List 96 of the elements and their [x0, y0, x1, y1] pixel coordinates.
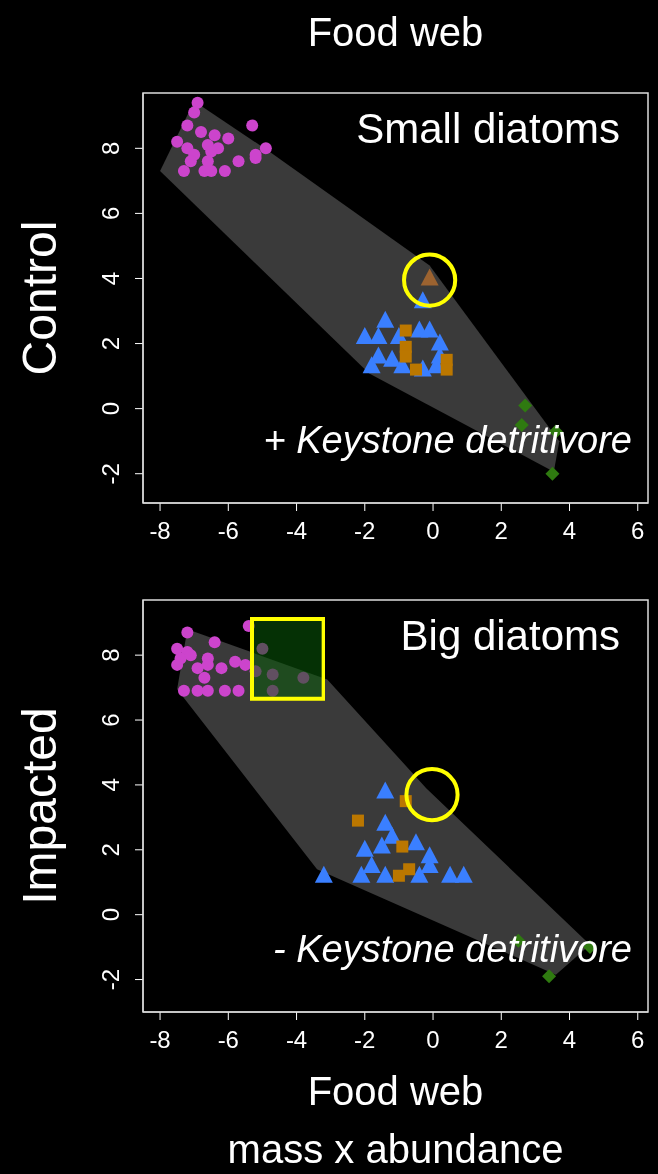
point [177, 165, 190, 178]
point [259, 142, 272, 155]
point [218, 684, 231, 697]
point [542, 969, 557, 984]
point [355, 327, 374, 345]
x-tick-label: 6 [631, 517, 645, 544]
point [376, 813, 395, 831]
point [215, 662, 228, 675]
point [376, 865, 395, 883]
point [191, 662, 204, 675]
point [403, 863, 416, 876]
point [191, 96, 204, 109]
point [314, 865, 333, 883]
point [208, 636, 221, 649]
point [242, 619, 255, 632]
annotation: Big diatoms [400, 612, 620, 660]
y-tick-label: -2 [97, 463, 124, 485]
point [198, 671, 211, 684]
point [249, 665, 262, 678]
annotation: - Keystone detritivore [272, 928, 632, 971]
x-tick-label: -4 [285, 517, 308, 544]
x-tick-label: -8 [149, 1026, 171, 1053]
y-tick-label: 4 [97, 271, 124, 286]
point [355, 839, 374, 857]
x-tick-label: 4 [562, 1026, 577, 1053]
point [362, 356, 381, 374]
y-tick-label: 8 [97, 141, 124, 155]
point [208, 129, 221, 142]
point [191, 684, 204, 697]
x-tick-label: -2 [354, 517, 376, 544]
y-tick-label: 0 [97, 908, 124, 922]
point [409, 363, 422, 376]
point [362, 856, 381, 874]
y-tick-label: 0 [97, 401, 124, 416]
y-tick-label: 8 [97, 648, 124, 662]
y-tick-label: 6 [97, 206, 124, 221]
point [297, 671, 310, 684]
annotation: Small diatoms [356, 105, 620, 153]
point [406, 833, 425, 851]
point [441, 865, 460, 883]
point [181, 119, 194, 132]
x-tick-label: -6 [217, 517, 239, 544]
x-tick-label: 0 [426, 1026, 440, 1053]
y-tick-label: 2 [97, 843, 124, 857]
annotation: + Keystone detritivore [263, 419, 632, 462]
point [420, 320, 439, 338]
point [177, 684, 190, 697]
point [181, 626, 194, 639]
point [410, 865, 429, 883]
point [201, 684, 214, 697]
point [518, 398, 533, 413]
point [376, 310, 395, 328]
point [399, 324, 412, 337]
point [246, 119, 259, 132]
point [399, 350, 412, 363]
point [218, 165, 231, 178]
point [454, 865, 473, 883]
x-tick-label: -6 [217, 1026, 239, 1053]
y-tick-label: 6 [97, 713, 124, 727]
point [171, 135, 184, 148]
point [369, 327, 388, 345]
x-tick-label: 0 [426, 517, 440, 544]
y-tick-label: 4 [97, 778, 124, 792]
x-tick-label: -2 [354, 1026, 376, 1053]
x-axis-title: Food web mass x abundance [226, 1068, 565, 1173]
y-axis-title: Impacted [13, 706, 66, 907]
point [195, 126, 208, 139]
point [440, 363, 453, 376]
point [232, 155, 245, 168]
point [372, 836, 391, 854]
point [352, 865, 371, 883]
point [545, 466, 560, 481]
point [222, 132, 235, 145]
point [229, 655, 242, 668]
x-tick-label: 4 [562, 517, 577, 544]
point [396, 840, 409, 853]
point [188, 106, 201, 119]
chart-title: Food web [306, 10, 485, 55]
x-tick-label: 2 [494, 517, 508, 544]
x-tick-label: -8 [149, 517, 171, 544]
point [232, 684, 245, 697]
x-tick-label: -4 [285, 1026, 308, 1053]
point [184, 155, 197, 168]
y-tick-label: 2 [97, 336, 124, 351]
y-axis-title: Control [13, 219, 66, 378]
x-tick-label: 2 [494, 1026, 508, 1053]
x-tick-label: 6 [631, 1026, 645, 1053]
point [171, 658, 184, 671]
point [376, 781, 395, 799]
y-tick-label: -2 [97, 968, 124, 991]
point [256, 642, 269, 655]
point [430, 333, 449, 351]
point [266, 668, 279, 681]
point [351, 814, 364, 827]
point [392, 869, 405, 882]
point [266, 684, 279, 697]
